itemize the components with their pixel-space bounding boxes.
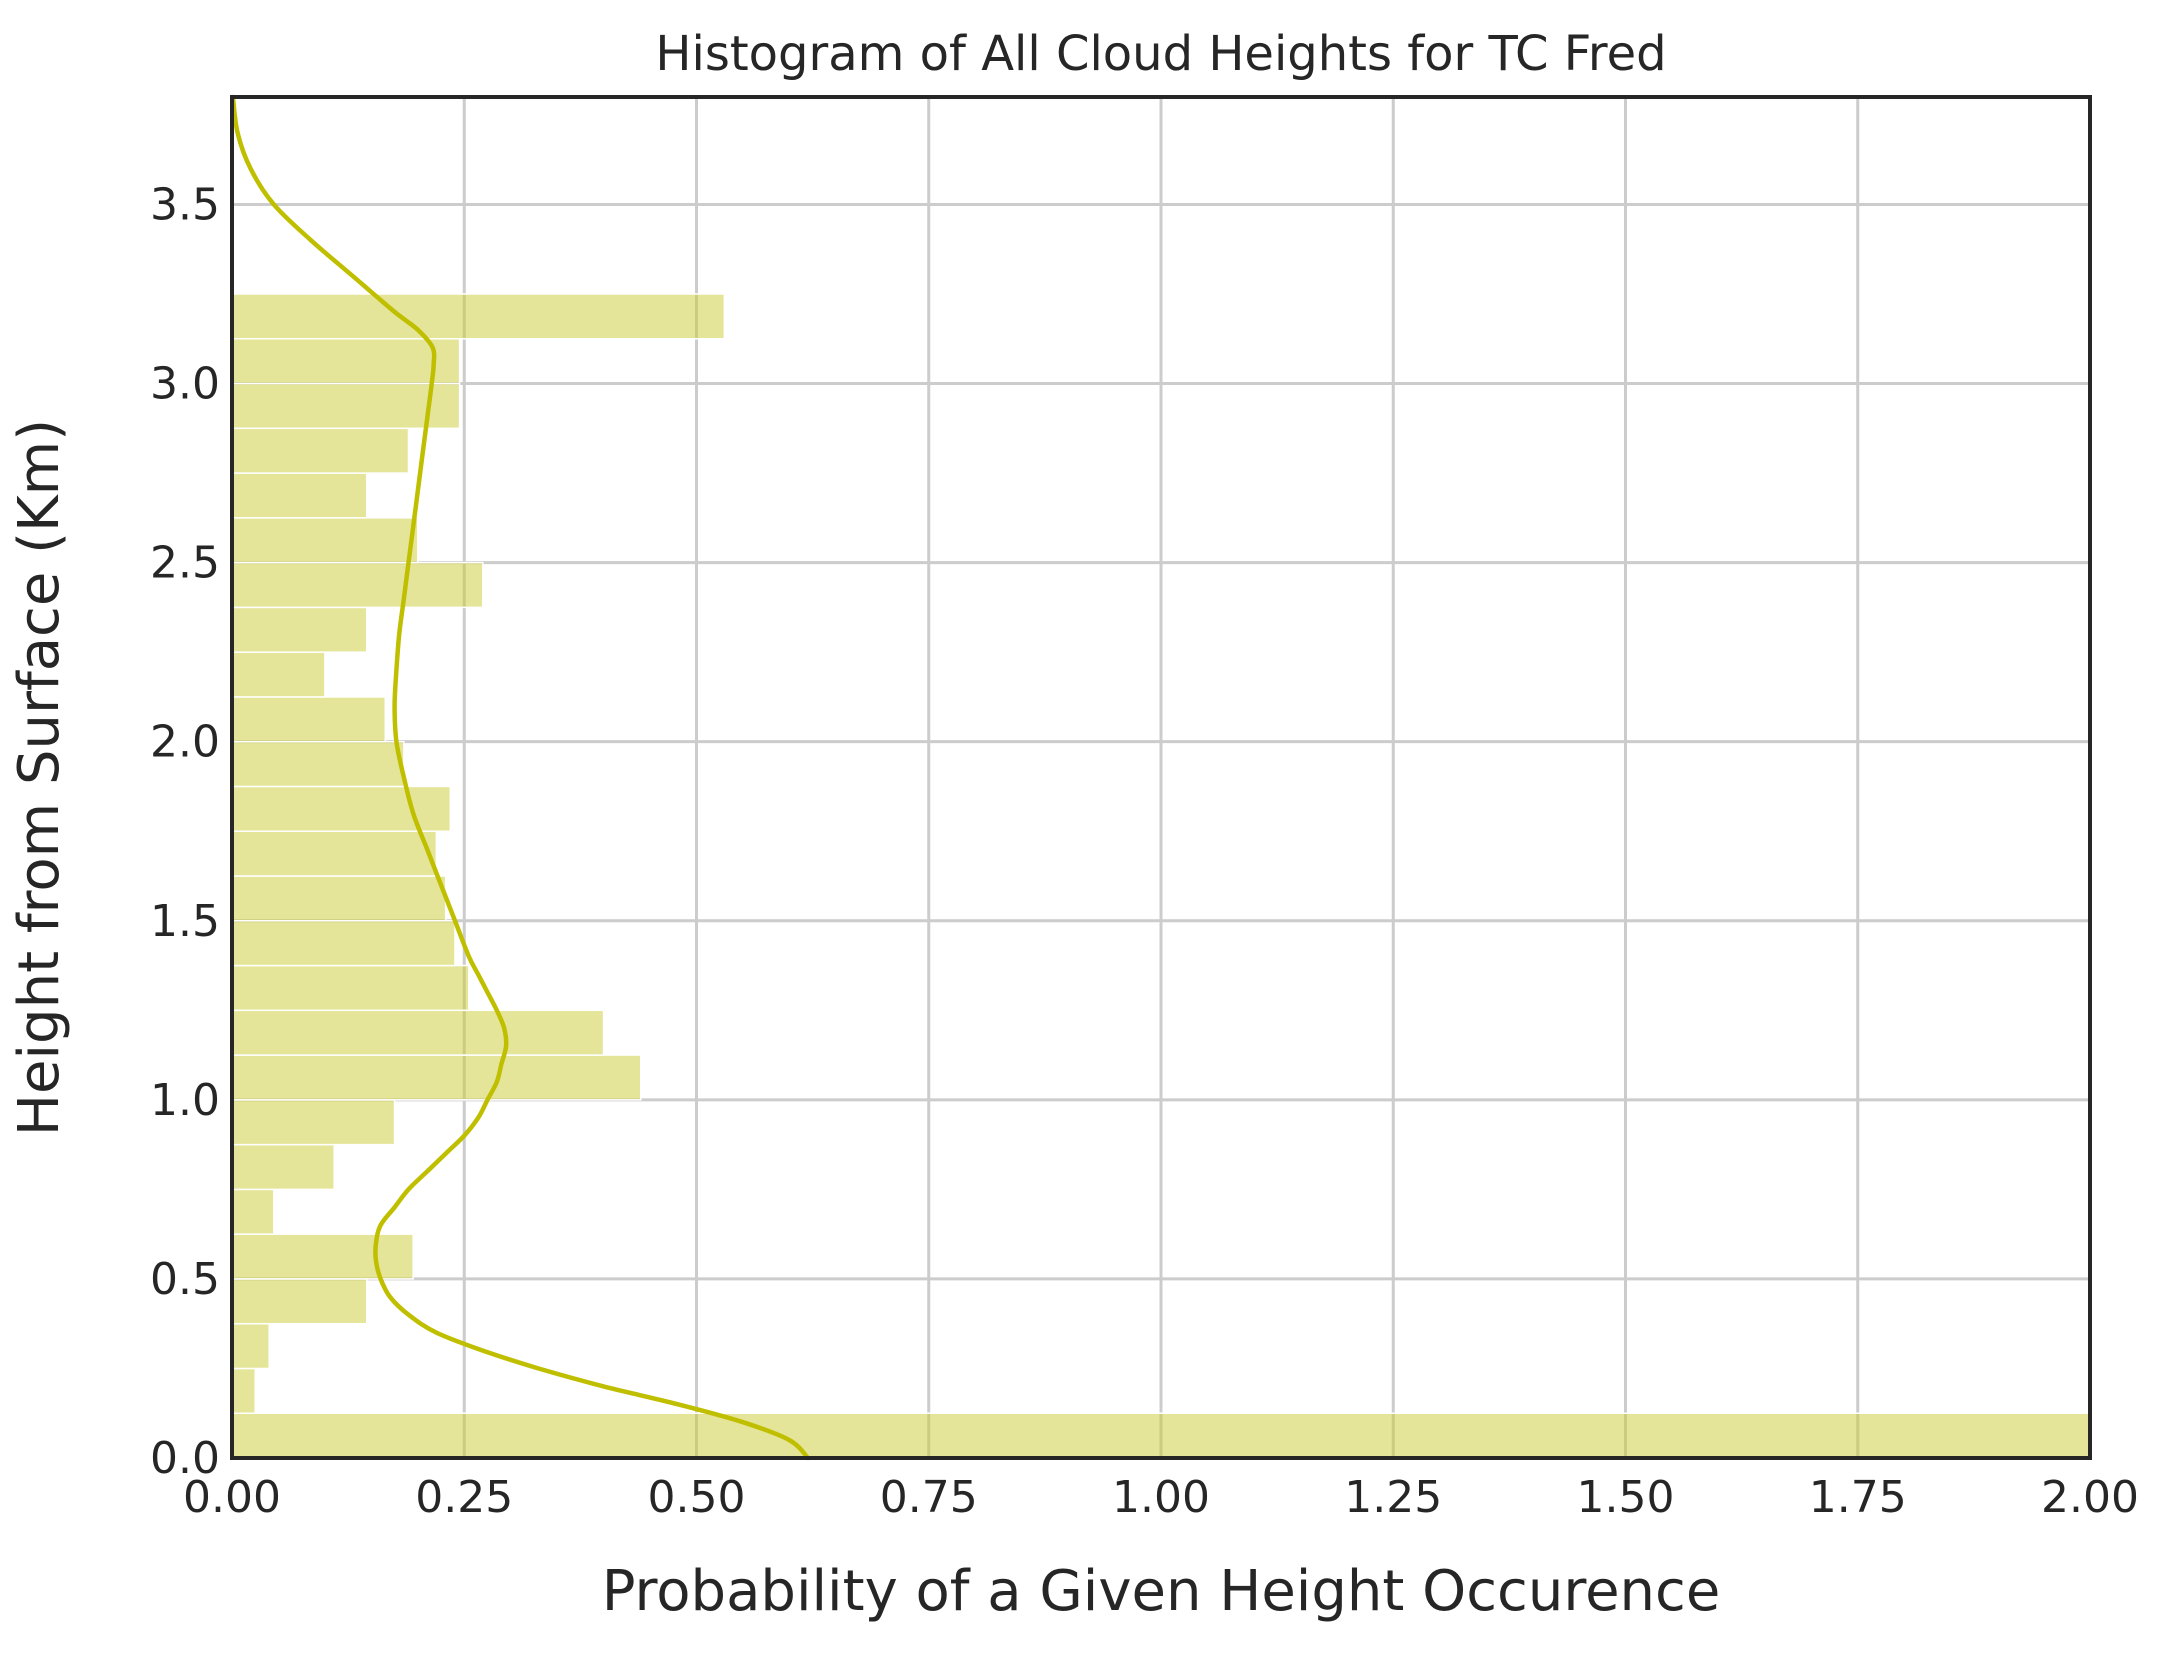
y-tick-label: 1.0 [150, 1075, 220, 1126]
histogram-bar [231, 1188, 275, 1235]
y-tick-label: 0.0 [150, 1433, 220, 1484]
histogram-bar [231, 472, 368, 519]
histogram-bar [231, 1009, 605, 1056]
x-tick-label: 2.00 [2041, 1472, 2139, 1523]
histogram-bar [231, 1278, 368, 1325]
histogram-bar [231, 1412, 2091, 1459]
histogram-bar [231, 1367, 256, 1414]
histogram-bar [231, 1099, 396, 1146]
x-tick-label: 0.00 [183, 1472, 281, 1523]
x-tick-label: 1.75 [1809, 1472, 1907, 1523]
histogram-bars [231, 293, 2091, 1459]
y-tick-label: 2.5 [150, 538, 220, 589]
y-tick-labels: 0.0 0.5 1.0 1.5 2.0 2.5 3.0 3.5 [150, 179, 220, 1484]
x-tick-labels: 0.00 0.25 0.50 0.75 1.00 1.25 1.50 1.75 2.00 [183, 1472, 2139, 1523]
histogram-bar [231, 740, 405, 788]
histogram-bar [231, 338, 461, 385]
histogram-bar [231, 875, 447, 922]
x-tick-label: 0.50 [648, 1472, 746, 1523]
y-tick-label: 3.0 [150, 359, 220, 410]
histogram-bar [231, 382, 461, 430]
x-axis-label: Probability of a Given Height Occurence [602, 1559, 1721, 1624]
histogram-bar [231, 1143, 335, 1191]
histogram-bar [231, 830, 438, 877]
histogram-bar [231, 1233, 414, 1280]
x-tick-label: 0.75 [880, 1472, 978, 1523]
histogram-bar [231, 561, 484, 609]
y-tick-label: 3.5 [150, 179, 220, 230]
histogram-bar [231, 293, 726, 340]
plot-frame [230, 95, 2092, 1460]
histogram-bar [231, 964, 470, 1012]
histogram-bar [231, 651, 326, 698]
histogram-bar [231, 696, 387, 743]
histogram-bar [231, 517, 419, 564]
chart-title: Histogram of All Cloud Heights for TC Fr… [655, 26, 1666, 82]
x-tick-label: 1.25 [1344, 1472, 1442, 1523]
y-tick-label: 2.0 [150, 717, 220, 768]
y-tick-label: 1.5 [150, 896, 220, 947]
x-tick-label: 1.00 [1112, 1472, 1210, 1523]
histogram-bar [231, 1054, 642, 1101]
histogram-bar [231, 1322, 270, 1370]
histogram-bar [231, 427, 410, 474]
y-axis-label: Height from Surface (Km) [7, 419, 72, 1136]
histogram-bar [231, 606, 368, 653]
y-tick-label: 0.5 [150, 1254, 220, 1305]
kde-curve [230, 94, 811, 1461]
histogram-bar [231, 920, 456, 967]
x-tick-label: 0.25 [415, 1472, 513, 1523]
x-tick-label: 1.50 [1577, 1472, 1675, 1523]
